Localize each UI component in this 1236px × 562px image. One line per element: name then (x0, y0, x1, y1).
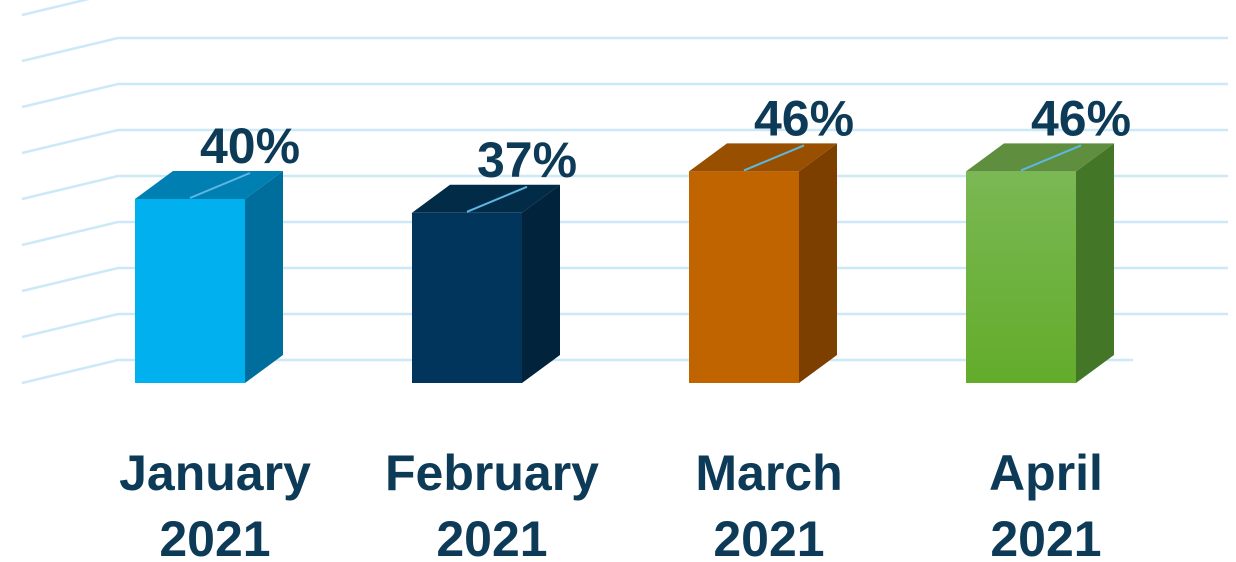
bar (135, 199, 245, 383)
gridline (21, 220, 1228, 247)
leader-line (1020, 144, 1082, 172)
leader-line (466, 185, 528, 213)
gridline (21, 128, 1228, 155)
data-label: 37% (477, 132, 577, 188)
data-label: 40% (200, 118, 300, 174)
category-label: April (989, 445, 1103, 501)
leader-line (743, 144, 805, 172)
gridline (21, 312, 1228, 339)
category-label: January (119, 445, 311, 501)
bar-side (522, 184, 560, 383)
data-label: 46% (1031, 90, 1131, 146)
bar (966, 171, 1076, 383)
bar-side (1076, 143, 1114, 383)
category-label: 2021 (990, 511, 1101, 562)
bars (135, 143, 1114, 383)
category-label: March (695, 445, 842, 501)
bar-side (799, 143, 837, 383)
bar-top (689, 143, 837, 172)
gridline (21, 174, 1228, 201)
bar (689, 171, 799, 383)
gridline (21, 36, 1228, 63)
gridline (21, 0, 90, 17)
data-labels: 40% 37% 46% 46% (189, 90, 1131, 213)
gridline (21, 266, 1228, 293)
leader-line (189, 172, 251, 199)
bar-side (245, 171, 283, 383)
bar-top (135, 171, 283, 199)
data-label: 46% (754, 90, 854, 146)
category-label: 2021 (436, 511, 547, 562)
category-label: 2021 (713, 511, 824, 562)
bar (412, 212, 522, 383)
bar-top (412, 184, 560, 213)
category-label: 2021 (159, 511, 270, 562)
gridlines (21, 0, 1228, 385)
bar-top (966, 143, 1114, 172)
gridline (21, 82, 1228, 109)
category-axis-labels: January 2021 February 2021 March 2021 April 202… (119, 445, 1103, 562)
category-label: February (385, 445, 599, 501)
